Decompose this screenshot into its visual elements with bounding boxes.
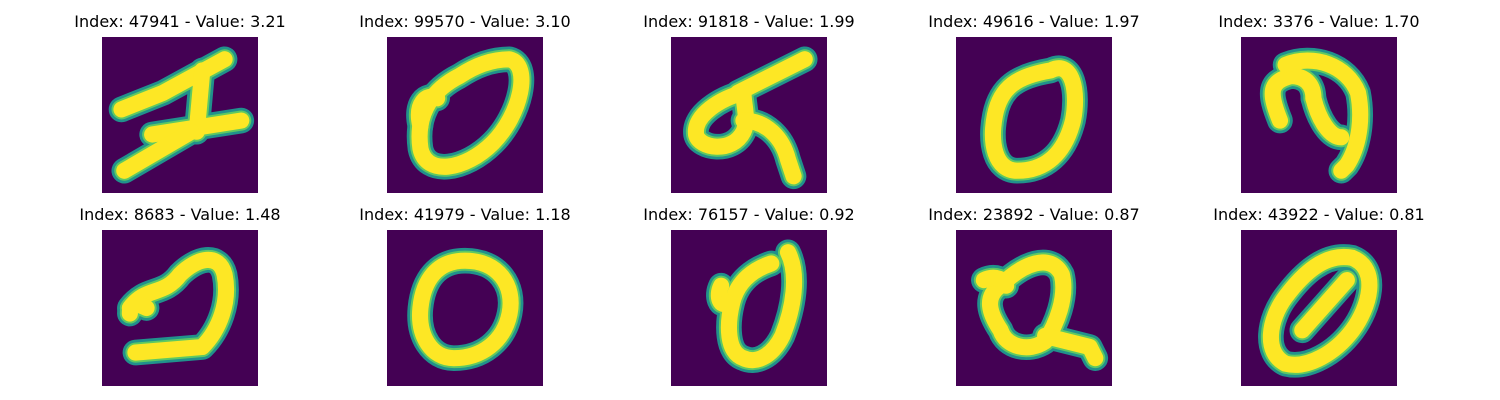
panel-4: Index: 49616 - Value: 1.97 (891, 12, 1177, 193)
panel-10: Index: 43922 - Value: 0.81 (1176, 205, 1462, 386)
digit-image (102, 37, 258, 193)
digit-image (956, 37, 1112, 193)
panel-8: Index: 76157 - Value: 0.92 (606, 205, 892, 386)
panel-title: Index: 99570 - Value: 3.10 (359, 12, 571, 31)
digit-image (671, 37, 827, 193)
panel-title: Index: 47941 - Value: 3.21 (74, 12, 286, 31)
panel-title: Index: 23892 - Value: 0.87 (928, 205, 1140, 224)
panel-title: Index: 3376 - Value: 1.70 (1218, 12, 1420, 31)
digit-image (387, 37, 543, 193)
panel-title: Index: 43922 - Value: 0.81 (1213, 205, 1425, 224)
panel-2: Index: 99570 - Value: 3.10 (322, 12, 608, 193)
digit-image (102, 230, 258, 386)
panel-7: Index: 41979 - Value: 1.18 (322, 205, 608, 386)
panel-1: Index: 47941 - Value: 3.21 (37, 12, 323, 193)
digit-image (671, 230, 827, 386)
panel-title: Index: 76157 - Value: 0.92 (643, 205, 855, 224)
panel-6: Index: 8683 - Value: 1.48 (37, 205, 323, 386)
digit-image (1241, 230, 1397, 386)
digit-image (387, 230, 543, 386)
panel-title: Index: 41979 - Value: 1.18 (359, 205, 571, 224)
panel-title: Index: 49616 - Value: 1.97 (928, 12, 1140, 31)
panel-9: Index: 23892 - Value: 0.87 (891, 205, 1177, 386)
digit-image (1241, 37, 1397, 193)
panel-title: Index: 91818 - Value: 1.99 (643, 12, 855, 31)
panel-3: Index: 91818 - Value: 1.99 (606, 12, 892, 193)
digit-image (956, 230, 1112, 386)
panel-5: Index: 3376 - Value: 1.70 (1176, 12, 1462, 193)
panel-title: Index: 8683 - Value: 1.48 (79, 205, 281, 224)
